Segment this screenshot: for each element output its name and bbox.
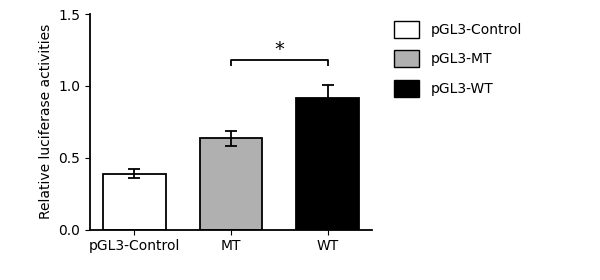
Legend: pGL3-Control, pGL3-MT, pGL3-WT: pGL3-Control, pGL3-MT, pGL3-WT <box>390 17 526 101</box>
Bar <box>103 174 166 230</box>
Text: *: * <box>274 40 284 59</box>
Y-axis label: Relative luciferase activities: Relative luciferase activities <box>39 24 53 220</box>
Bar <box>200 138 262 230</box>
Bar <box>296 98 359 230</box>
